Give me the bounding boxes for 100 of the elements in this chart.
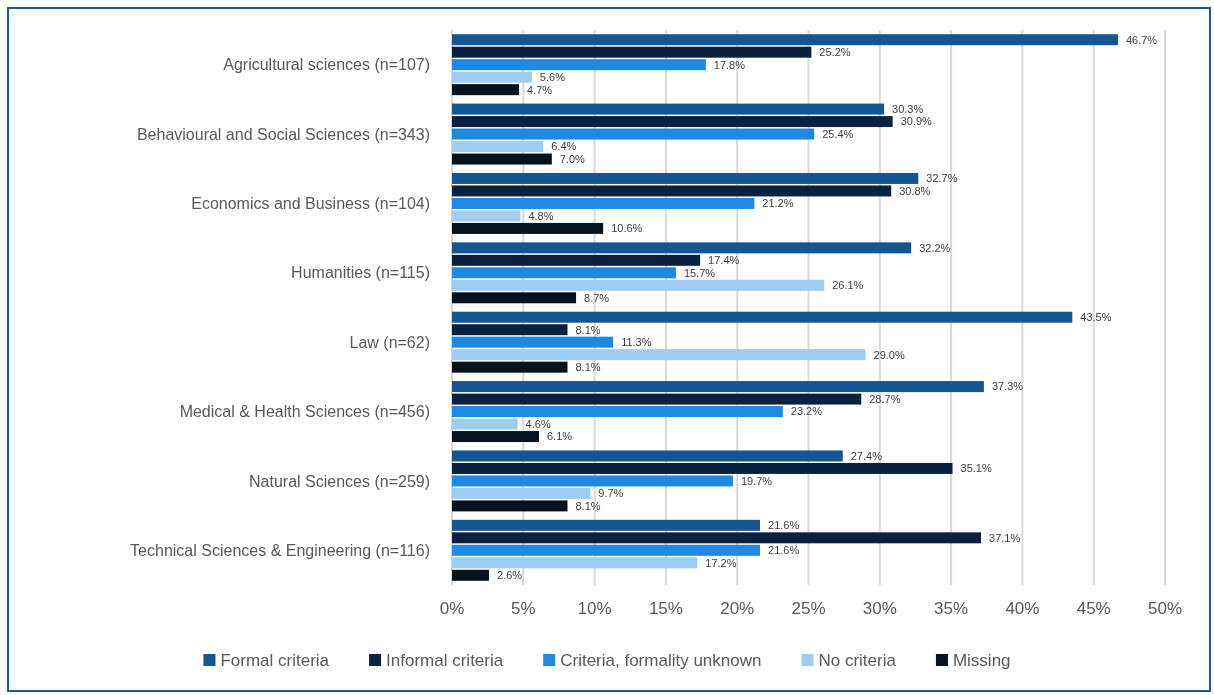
bar [452,311,1073,323]
x-tick-label: 50% [1147,598,1183,618]
bar [452,185,892,197]
y-tick-label: Law (n=62) [349,333,430,351]
data-label: 11.3% [621,336,652,349]
bar [452,267,676,279]
bar [452,84,520,96]
bar [452,487,591,499]
bar [452,279,825,291]
y-tick-label: Humanities (n=115) [291,264,430,282]
data-label: 21.2% [762,197,794,210]
data-label: 37.3% [991,380,1024,393]
bar [452,532,982,544]
y-tick-label: Economics and Business (n=104) [191,195,430,213]
x-tick-label: 10% [577,598,612,618]
x-tick-label: 35% [934,598,969,618]
bar [452,71,532,83]
bar [452,431,539,443]
x-tick-label: 15% [648,598,683,618]
data-label: 5.6% [539,71,566,84]
data-label: 8.7% [584,291,610,304]
data-label: 30.8% [899,184,931,197]
data-label: 9.7% [598,487,624,500]
bar [452,569,490,581]
data-label: 32.7% [926,172,958,185]
bar [452,519,761,531]
x-tick-label: 40% [1005,598,1040,618]
bar [452,172,919,184]
bar [452,222,604,234]
bar [452,103,885,115]
x-tick-label: 25% [791,598,826,618]
bar [452,336,614,348]
data-label: 8.1% [575,499,601,512]
y-tick-label: Technical Sciences & Engineering (n=116) [130,541,430,559]
legend-label: Criteria, formality unknown [560,650,762,670]
bar [452,450,843,462]
bar [452,141,544,153]
bar [452,349,866,361]
data-label: 37.1% [989,531,1021,544]
bar [452,153,552,165]
data-label: 19.7% [740,474,773,487]
data-label: 17.4% [708,254,740,267]
x-tick-label: 20% [720,598,755,618]
y-tick-label: Medical & Health Sciences (n=456) [179,403,430,421]
data-label: 6.4% [551,140,577,153]
bar [452,46,812,58]
data-label: 46.7% [1125,33,1158,46]
bar [452,406,783,418]
x-tick-label: 5% [511,598,536,618]
bar [452,544,761,556]
bar [452,242,912,254]
data-label: 15.7% [683,266,716,279]
data-label: 4.6% [525,417,551,430]
data-label: 30.3% [892,102,924,115]
bar [452,393,862,405]
x-tick-label: 30% [862,598,897,618]
bar [452,381,984,393]
data-label: 6.1% [546,430,573,443]
data-label: 17.8% [713,58,746,71]
bar [452,59,706,71]
data-label: 29.0% [873,348,905,361]
data-label: 8.1% [575,361,601,374]
bar [452,128,815,140]
data-label: 27.4% [850,449,883,462]
data-label: 23.2% [790,405,823,418]
data-label: 26.1% [832,279,864,292]
y-tick-label: Natural Sciences (n=259) [249,472,430,490]
data-label: 28.7% [869,392,901,405]
bar [452,34,1118,46]
data-label: 7.0% [559,152,586,165]
bar [452,361,568,373]
data-label: 4.7% [527,83,553,96]
legend-label: Informal criteria [386,650,504,670]
bar [452,254,701,266]
x-tick-label: 0% [439,598,465,618]
bar [452,418,518,430]
data-label: 17.2% [705,556,737,569]
y-tick-label: Behavioural and Social Sciences (n=343) [136,125,430,143]
bar [452,292,577,304]
legend-label: Missing [952,650,1011,670]
bar [452,462,953,474]
data-label: 4.8% [528,209,554,222]
bar [452,475,733,487]
bar [452,197,755,209]
data-label: 21.6% [768,519,800,532]
bar [452,324,568,336]
data-label: 21.6% [768,544,800,557]
bar [452,500,568,512]
data-label: 32.2% [919,241,951,254]
legend-label: No criteria [818,650,897,670]
data-label: 2.6% [497,569,523,582]
legend-label: Formal criteria [220,650,330,670]
data-label: 35.1% [960,462,992,475]
x-tick-label: 45% [1076,598,1111,618]
bar [452,210,521,222]
data-label: 25.4% [822,127,854,140]
data-label: 43.5% [1080,311,1112,324]
data-label: 25.2% [819,46,851,59]
bar [452,557,698,569]
y-tick-label: Agricultural sciences (n=107) [223,56,430,74]
